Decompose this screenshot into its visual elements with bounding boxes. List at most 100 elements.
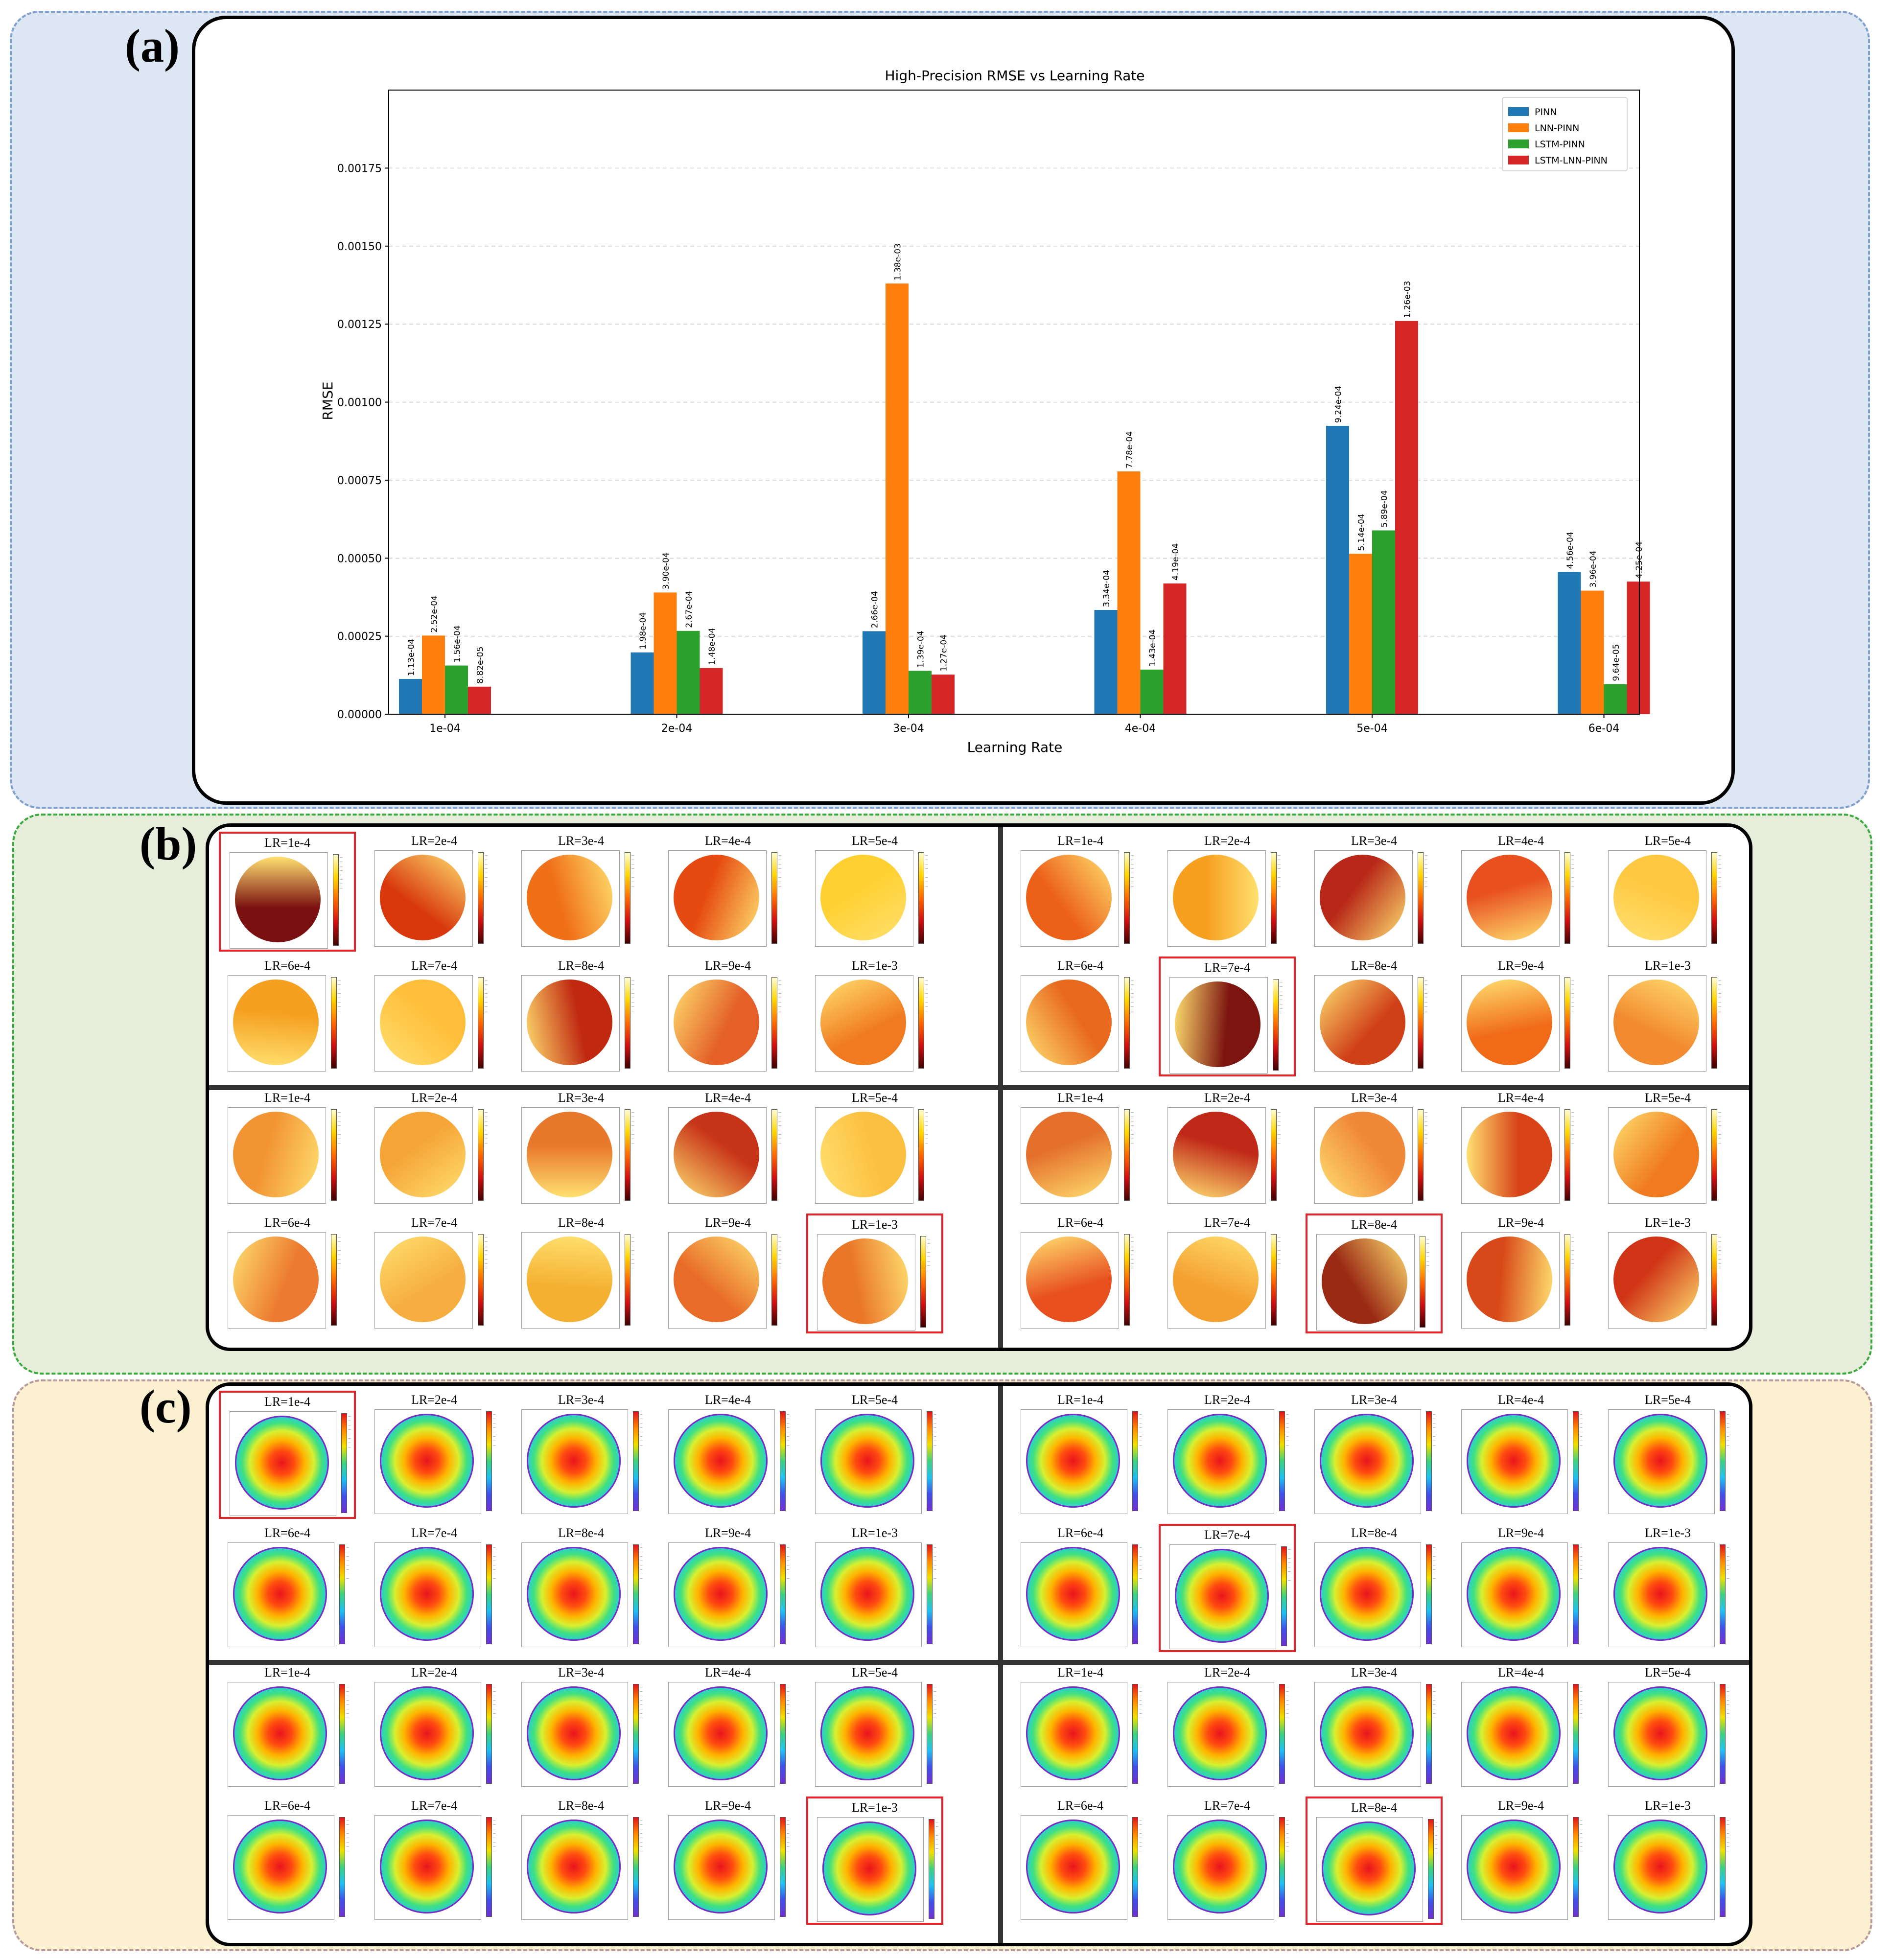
heatmap-thumb: LR=3e-4 — — — — — — — — (1306, 832, 1443, 952)
colorbar (341, 1413, 347, 1513)
bar-lnn-pinn (1349, 554, 1372, 714)
thumb-title: LR=2e-4 (1204, 834, 1251, 848)
thumb-plot-area (1608, 850, 1706, 947)
thumb-title: LR=2e-4 (411, 1091, 458, 1105)
thumb-plot-area (668, 1409, 775, 1514)
thumb-title: LR=4e-4 (704, 834, 751, 848)
bar-value-label: 7.78e-04 (1125, 431, 1135, 468)
heatmap-disc (233, 980, 319, 1065)
colorbar (331, 1234, 337, 1326)
thumb-plot-area (374, 1409, 481, 1514)
bar-value-label: 1.13e-04 (407, 639, 417, 676)
colorbar (918, 977, 924, 1069)
contour-thumb: LR=1e-4 — — — — — — — — (1012, 1663, 1149, 1792)
colorbar (1279, 1411, 1285, 1511)
heatmap-thumb: LR=6e-4 — — — — — — — — (219, 957, 356, 1076)
thumb-plot-area (521, 975, 620, 1072)
thumb-plot-area (374, 850, 473, 947)
thumb-title: LR=2e-4 (411, 1665, 458, 1680)
x-tick-label: 2e-04 (661, 723, 692, 735)
thumb-plot-area (1316, 1234, 1415, 1330)
heatmap-disc (380, 855, 466, 940)
grid-b-horizontal-divider (209, 1085, 1749, 1090)
colorbar-ticks: — — — — — — — — (1278, 1111, 1281, 1145)
heatmap-disc (1320, 980, 1405, 1065)
colorbar (780, 1411, 786, 1511)
colorbar (486, 1817, 492, 1917)
colorbar-ticks: — — — — — — — — (346, 1546, 349, 1580)
colorbar-ticks: — — — — — — — — (485, 854, 488, 888)
thumb-title: LR=1e-4 (264, 1665, 311, 1680)
colorbar (1273, 979, 1279, 1071)
thumb-title: LR=3e-4 (1351, 834, 1398, 848)
thumb-title: LR=6e-4 (264, 1215, 311, 1230)
x-tick-label: 3e-04 (893, 723, 924, 735)
thumb-title: LR=8e-4 (1351, 1526, 1398, 1540)
bar-value-label: 1.56e-04 (453, 625, 463, 662)
colorbar (1271, 1234, 1277, 1326)
colorbar (633, 1411, 639, 1511)
contour-disc (1026, 1820, 1120, 1913)
thumb-plot-area (374, 1107, 473, 1204)
contour-thumb: LR=6e-4 — — — — — — — — (1012, 1524, 1149, 1652)
bar-lstm-pinn (677, 630, 700, 714)
heatmap-thumb: LR=2e-4 — — — — — — — — (366, 832, 503, 952)
thumb-title: LR=1e-4 (264, 1091, 311, 1105)
colorbar-ticks: — — — — — — — — (1727, 1819, 1729, 1853)
bar-lnn-pinn (1117, 471, 1141, 714)
thumb-plot-area (1021, 1409, 1127, 1514)
colorbar (1573, 1684, 1579, 1784)
contour-disc (674, 1820, 768, 1913)
colorbar (486, 1544, 492, 1644)
thumb-title: LR=9e-4 (704, 1798, 751, 1813)
contour-thumb: LR=5e-4 — — — — — — — — (1599, 1663, 1736, 1792)
chart-panel: High-Precision RMSE vs Learning Rate Lea… (192, 16, 1735, 805)
thumb-title: LR=1e-4 (1057, 834, 1104, 848)
colorbar (771, 977, 777, 1069)
bar-pinn (399, 678, 422, 714)
colorbar-ticks: — — — — — — — — (1727, 1413, 1729, 1447)
x-tick-label: 4e-04 (1125, 723, 1156, 735)
heatmap-thumb: LR=6e-4 — — — — — — — — (219, 1213, 356, 1333)
contour-thumb: LR=7e-4 — — — — — — — — (366, 1524, 503, 1652)
bar-lnn-pinn (654, 592, 677, 714)
legend-label: LSTM-LNN-PINN (1535, 155, 1608, 166)
bar-lstm-pinn (445, 665, 468, 714)
colorbar-ticks: — — — — — — — — (485, 979, 488, 1013)
bar-value-label: 5.14e-04 (1357, 513, 1367, 551)
heatmap-disc (380, 1112, 466, 1197)
colorbar-ticks: — — — — — — — — (1131, 979, 1134, 1013)
contour-thumb: LR=2e-4 — — — — — — — — (1159, 1663, 1296, 1792)
thumb-title: LR=9e-4 (704, 1215, 751, 1230)
thumb-plot-area (1314, 1107, 1413, 1204)
thumb-title: LR=7e-4 (1204, 1798, 1251, 1813)
thumb-title: LR=3e-4 (558, 1393, 605, 1407)
thumb-plot-area (1461, 975, 1560, 1072)
colorbar-ticks: — — — — — — — — (1288, 1548, 1291, 1582)
colorbar-ticks: — — — — — — — — (1433, 1546, 1436, 1580)
contour-thumb: LR=8e-4 — — — — — — — — (1306, 1524, 1443, 1652)
contour-disc (233, 1820, 327, 1913)
colorbar (1271, 1109, 1277, 1201)
thumb-title: LR=3e-4 (558, 834, 605, 848)
heatmap-disc (1173, 1237, 1259, 1322)
thumb-title: LR=8e-4 (558, 958, 605, 973)
heatmap-disc (1613, 1112, 1699, 1197)
colorbar-ticks: — — — — — — — — (631, 979, 634, 1013)
thumb-plot-area (374, 1232, 473, 1329)
colorbar-ticks: — — — — — — — — (1139, 1413, 1142, 1447)
heatmap-thumb: LR=7e-4 — — — — — — — — (1159, 1213, 1296, 1333)
heatmap-thumb: LR=4e-4 — — — — — — — — (1452, 1089, 1589, 1209)
bar-value-label: 1.39e-04 (916, 630, 926, 668)
contour-thumb: LR=9e-4 — — — — — — — — (1452, 1797, 1589, 1925)
bar-value-label: 5.89e-04 (1380, 490, 1390, 527)
contour-disc (1320, 1686, 1414, 1780)
colorbar-ticks: — — — — — — — — (1433, 1413, 1436, 1447)
heatmap-disc (1320, 1112, 1405, 1197)
thumb-plot-area (668, 975, 767, 1072)
heatmap-disc (1467, 1237, 1552, 1322)
thumb-title: LR=3e-4 (1351, 1091, 1398, 1105)
contour-thumb: LR=2e-4 — — — — — — — — (1159, 1391, 1296, 1519)
bar-value-label: 3.34e-04 (1102, 570, 1112, 607)
bar-lnn-pinn (886, 283, 909, 714)
